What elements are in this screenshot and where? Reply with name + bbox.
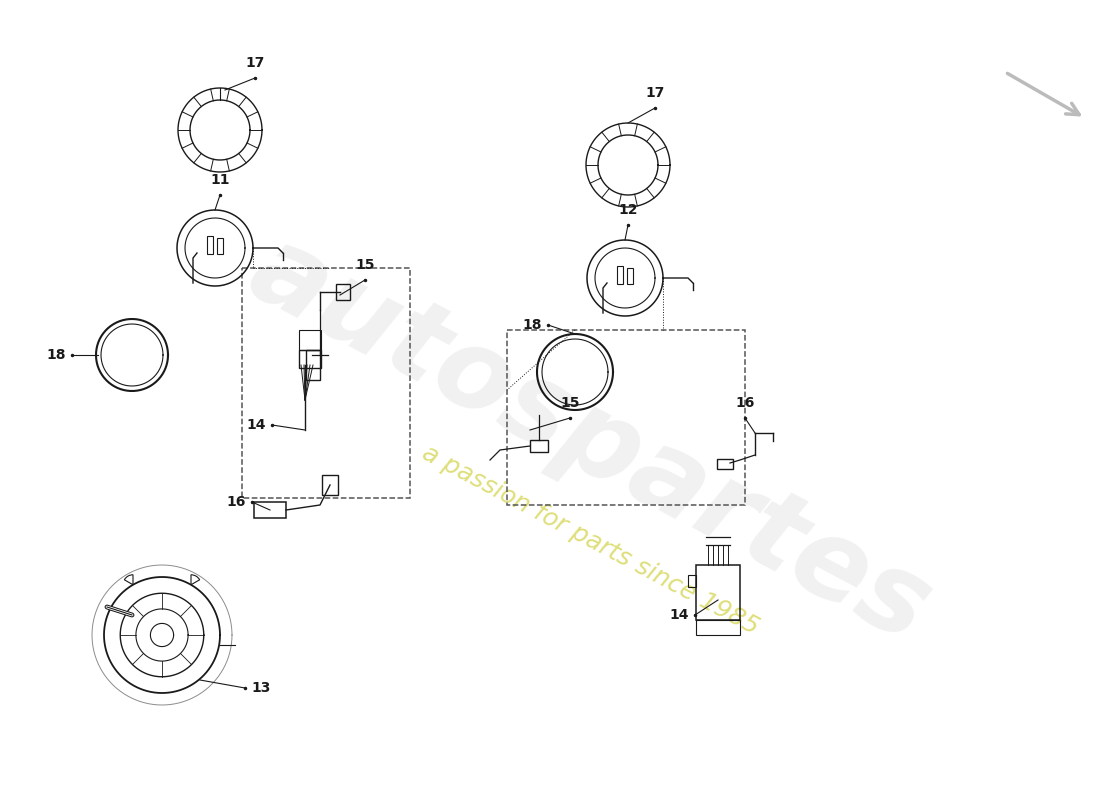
Bar bbox=[306, 350, 320, 380]
Text: a passion for parts since 1985: a passion for parts since 1985 bbox=[418, 441, 762, 639]
Bar bbox=[217, 238, 223, 254]
Bar bbox=[207, 236, 213, 254]
Bar bbox=[299, 330, 321, 350]
Bar bbox=[336, 284, 350, 300]
Text: 16: 16 bbox=[227, 495, 246, 509]
Bar bbox=[717, 459, 733, 469]
Bar bbox=[299, 350, 321, 368]
Text: 14: 14 bbox=[246, 418, 266, 432]
Text: 15: 15 bbox=[355, 258, 375, 272]
Text: 18: 18 bbox=[522, 318, 542, 332]
Bar bbox=[322, 475, 338, 495]
Bar bbox=[696, 565, 740, 620]
Text: 17: 17 bbox=[646, 86, 664, 100]
Bar bbox=[530, 440, 548, 452]
Bar bbox=[627, 268, 632, 284]
Text: 16: 16 bbox=[735, 396, 755, 410]
Text: 18: 18 bbox=[46, 348, 66, 362]
Bar bbox=[696, 620, 740, 635]
Bar bbox=[688, 575, 696, 587]
Text: 14: 14 bbox=[670, 608, 689, 622]
Text: 13: 13 bbox=[251, 681, 271, 695]
Bar bbox=[254, 502, 286, 518]
Text: 12: 12 bbox=[618, 203, 638, 217]
Text: 15: 15 bbox=[560, 396, 580, 410]
Text: autospartes: autospartes bbox=[232, 216, 948, 664]
Bar bbox=[617, 266, 623, 284]
Text: 17: 17 bbox=[245, 56, 265, 70]
Text: 11: 11 bbox=[210, 173, 230, 187]
